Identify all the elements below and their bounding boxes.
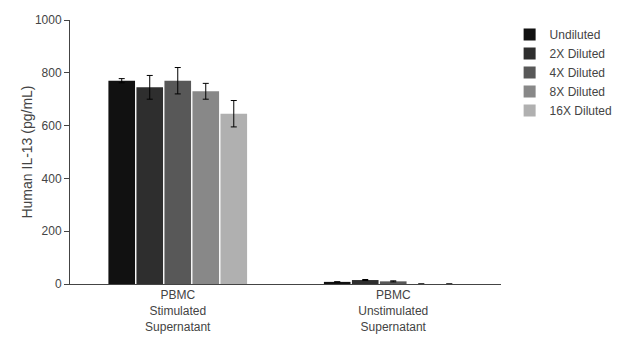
svg-text:800: 800 — [42, 66, 62, 80]
svg-text:2X Diluted: 2X Diluted — [550, 47, 605, 61]
svg-text:1000: 1000 — [35, 13, 62, 27]
svg-text:200: 200 — [42, 224, 62, 238]
svg-text:16X Diluted: 16X Diluted — [550, 104, 612, 118]
svg-text:600: 600 — [42, 119, 62, 133]
svg-text:PBMCUnstimulatedSupernatant: PBMCUnstimulatedSupernatant — [358, 288, 428, 333]
svg-text:0: 0 — [55, 277, 62, 291]
svg-text:Undiluted: Undiluted — [550, 28, 601, 42]
svg-text:4X Diluted: 4X Diluted — [550, 66, 605, 80]
svg-text:Human IL-13 (pg/mL): Human IL-13 (pg/mL) — [19, 85, 35, 218]
svg-text:8X Diluted: 8X Diluted — [550, 85, 605, 99]
svg-text:400: 400 — [42, 172, 62, 186]
svg-text:PBMCStimulatedSupernatant: PBMCStimulatedSupernatant — [145, 288, 211, 333]
